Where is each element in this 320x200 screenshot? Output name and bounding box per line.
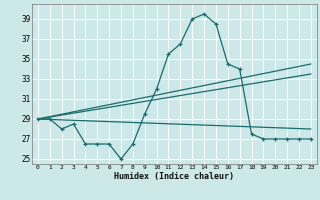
X-axis label: Humidex (Indice chaleur): Humidex (Indice chaleur) [115,172,234,181]
